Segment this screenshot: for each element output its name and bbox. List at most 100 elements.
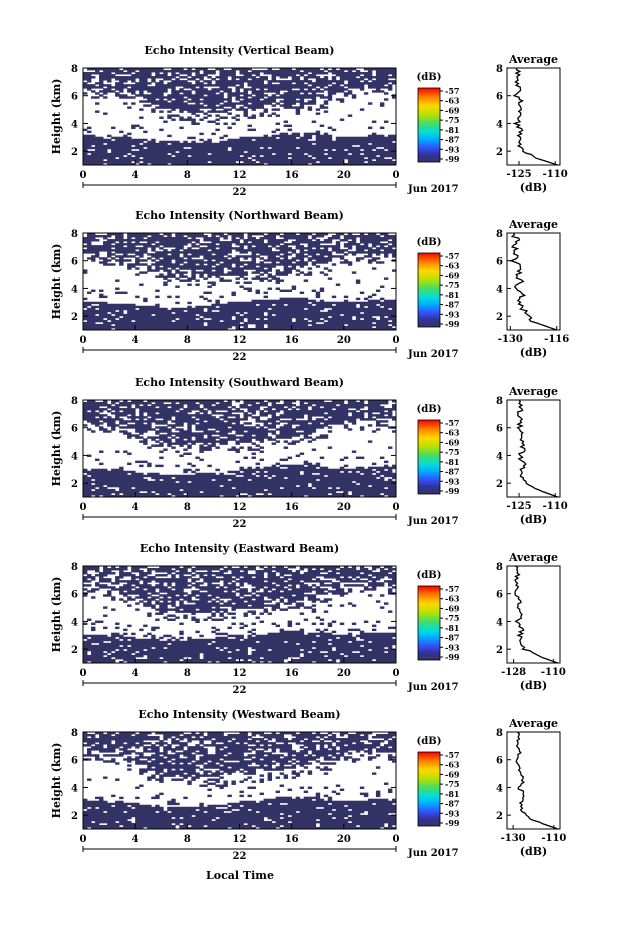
heatmap-cell [131,408,135,410]
heatmap-cell [211,84,215,86]
heatmap-cell [328,70,332,72]
heatmap-cell [143,298,147,300]
heatmap-cell [87,477,91,479]
heatmap-cell [268,273,272,275]
heatmap-cell [300,271,304,273]
heatmap-cell [187,149,191,151]
heatmap-cell [219,296,223,298]
heatmap-cell [175,74,179,76]
heatmap-cell [364,80,368,82]
heatmap-cell [175,78,179,80]
panel-title: Echo Intensity (Southward Beam) [135,376,344,389]
heatmap-cell [276,288,280,290]
heatmap-cell [87,412,91,414]
heatmap-cell [380,308,384,310]
heatmap-cell [191,94,195,96]
heatmap-cell [380,127,384,129]
heatmap-cell [143,424,147,426]
day-label: 22 [233,187,247,198]
heatmap-cell [167,475,171,477]
heatmap-cell [119,137,123,139]
heatmap-cell [300,245,304,247]
heatmap-cell [175,302,179,304]
heatmap-cell [272,131,276,133]
heatmap-cell [139,465,143,467]
heatmap-cell [280,80,284,82]
colorbar-tick-label: -81 [445,125,459,135]
heatmap-cell [131,139,135,141]
heatmap-cell [187,239,191,241]
heatmap-cell [203,292,207,294]
heatmap-cell [240,157,244,159]
heatmap-cell [103,96,107,98]
heatmap-cell [256,263,260,265]
heatmap-cell [155,426,159,428]
heatmap-cell [175,465,179,467]
heatmap-cell [95,96,99,98]
heatmap-cell [175,404,179,406]
heatmap-cell [324,155,328,157]
heatmap-cell [304,84,308,86]
heatmap-cell [252,157,256,159]
heatmap-cell [175,320,179,322]
heatmap-cell [83,302,87,304]
heatmap-cell [332,129,336,131]
heatmap-cell [340,302,344,304]
heatmap-cell [288,259,292,261]
heatmap-cell [175,432,179,434]
heatmap-cell [147,473,151,475]
heatmap-cell [368,259,372,261]
heatmap-cell [103,257,107,259]
heatmap-cell [324,267,328,269]
heatmap-cell [171,424,175,426]
heatmap-cell [288,253,292,255]
heatmap-cell [312,82,316,84]
x-tick-label: 4 [132,335,139,346]
heatmap-cell [195,123,199,125]
heatmap-cell [159,308,163,310]
heatmap-cell [215,249,219,251]
heatmap-cell [183,76,187,78]
heatmap-cell [268,263,272,265]
heatmap-cell [348,137,352,139]
heatmap-cell [320,324,324,326]
heatmap-cell [103,320,107,322]
heatmap-cell [127,463,131,465]
average-x-tick-label: -125 [507,169,532,180]
heatmap-cell [103,487,107,489]
colorbar-tick-label: -99 [445,154,460,164]
heatmap-cell [99,261,103,263]
heatmap-cell [344,249,348,251]
heatmap-cell [284,243,288,245]
heatmap-cell [83,402,87,404]
heatmap-cell [308,239,312,241]
x-tick-label: 0 [393,170,400,181]
heatmap-cell [83,310,87,312]
heatmap-cell [207,121,211,123]
heatmap-cell [340,86,344,88]
heatmap-cell [240,286,244,288]
heatmap-cell [199,259,203,261]
heatmap-cell [320,312,324,314]
heatmap-cell [123,247,127,249]
heatmap-cell [320,249,324,251]
heatmap-cell [332,235,336,237]
heatmap-cell [308,304,312,306]
heatmap-cell [304,90,308,92]
heatmap-cell [203,235,207,237]
heatmap-cell [183,271,187,273]
heatmap-cell [380,90,384,92]
heatmap-cell [103,302,107,304]
heatmap-cell [211,121,215,123]
heatmap-cell [272,155,276,157]
heatmap-cell [183,275,187,277]
heatmap-cell [360,320,364,322]
heatmap-cell [360,314,364,316]
heatmap-cell [175,308,179,310]
heatmap-cell [179,475,183,477]
heatmap-cell [248,94,252,96]
heatmap-cell [292,257,296,259]
heatmap-cell [284,121,288,123]
heatmap-cell [296,298,300,300]
heatmap-cell [336,98,340,100]
